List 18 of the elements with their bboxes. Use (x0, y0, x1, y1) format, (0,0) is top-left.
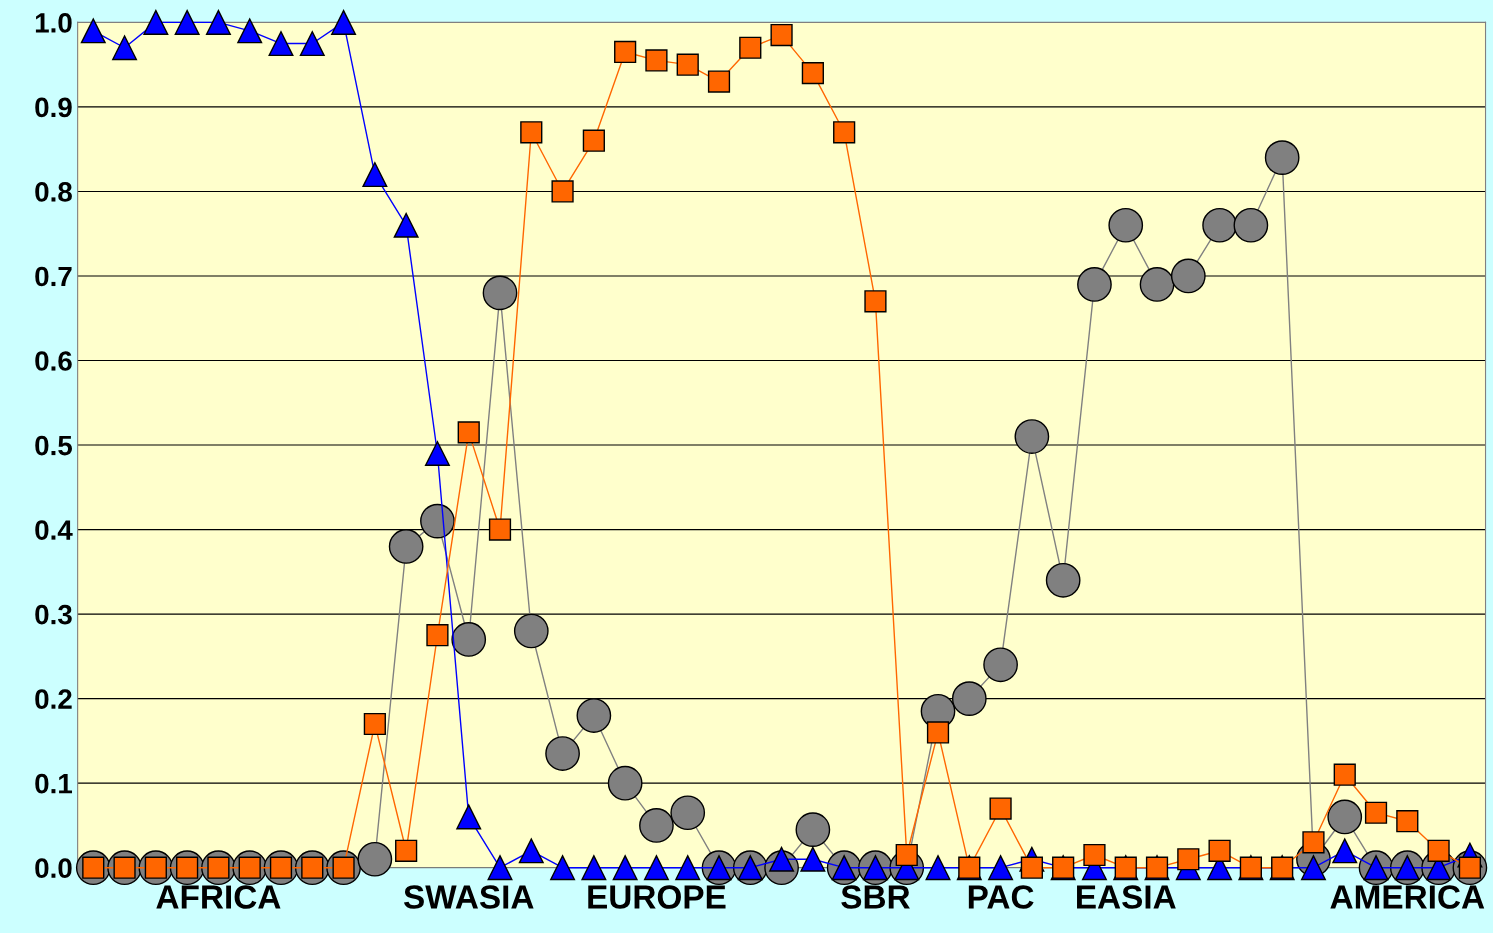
x-tick-label: PAC (968, 885, 1034, 909)
y-tick-label: 0.4 (35, 520, 73, 540)
x-tick-label: EASIA (1077, 885, 1176, 909)
y-tick-label: 0.9 (35, 97, 72, 118)
y-tick-label: 0.8 (35, 182, 72, 202)
y-tick-label: 0.1 (35, 773, 72, 794)
y-tick-label: 0.2 (35, 689, 72, 709)
y-tick-label: 0.5 (35, 435, 72, 456)
x-tick-label: AFRICA (156, 885, 281, 909)
x-tick-label: SBR (841, 885, 910, 909)
x-tick-label: EUROPE (588, 885, 726, 909)
y-tick-label: 0.0 (35, 858, 72, 879)
y-tick-label: 0.3 (35, 604, 72, 625)
x-tick-label: AMERICA (1330, 885, 1485, 909)
y-tick-label: 0.7 (35, 266, 72, 287)
y-tick-label: 1.0 (35, 13, 72, 33)
x-tick-label: SWASIA (403, 885, 534, 909)
y-tick-label: 0.6 (35, 351, 72, 371)
